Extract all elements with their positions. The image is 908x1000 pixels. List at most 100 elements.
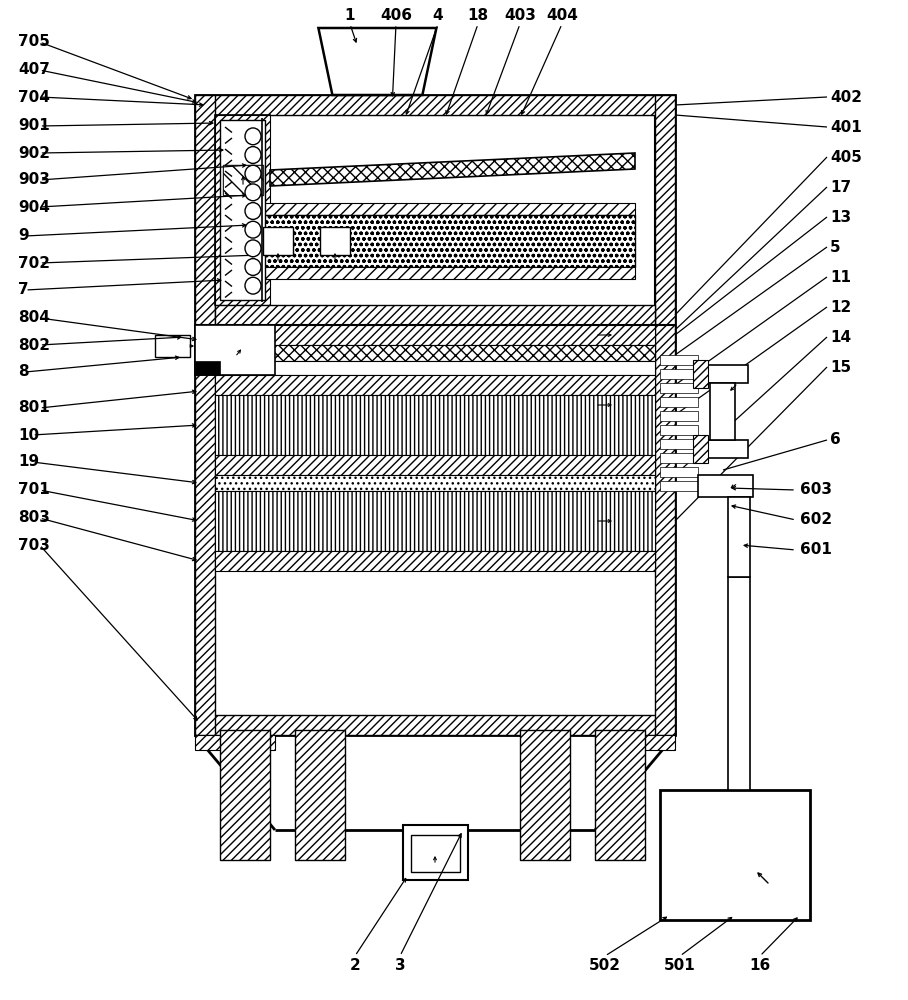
- Text: 704: 704: [18, 90, 50, 104]
- Bar: [728, 497, 750, 577]
- Ellipse shape: [245, 184, 261, 201]
- Bar: [220, 120, 265, 300]
- Text: 15: 15: [830, 360, 851, 374]
- Bar: [595, 730, 645, 860]
- Text: 6: 6: [830, 432, 841, 448]
- Text: 402: 402: [830, 90, 862, 104]
- Bar: [215, 115, 270, 305]
- Bar: [215, 395, 655, 455]
- Bar: [660, 369, 698, 379]
- Text: 502: 502: [589, 958, 621, 972]
- Text: 902: 902: [18, 145, 50, 160]
- Ellipse shape: [245, 259, 261, 275]
- Text: 407: 407: [18, 62, 50, 78]
- Text: 5: 5: [830, 239, 841, 254]
- Text: 501: 501: [664, 958, 696, 972]
- Text: 11: 11: [830, 269, 851, 284]
- Bar: [320, 227, 350, 255]
- Bar: [660, 453, 698, 463]
- Bar: [660, 467, 698, 477]
- Bar: [660, 425, 698, 435]
- Bar: [215, 115, 270, 305]
- Bar: [660, 383, 698, 393]
- Polygon shape: [319, 28, 437, 95]
- Bar: [223, 203, 635, 215]
- Text: 7: 7: [18, 282, 29, 298]
- Text: 405: 405: [830, 149, 862, 164]
- Bar: [155, 335, 190, 357]
- Bar: [195, 715, 675, 735]
- Bar: [215, 491, 655, 551]
- Bar: [411, 835, 460, 872]
- Text: 701: 701: [18, 483, 50, 497]
- Text: 16: 16: [749, 958, 771, 972]
- Ellipse shape: [245, 221, 261, 238]
- Bar: [698, 365, 748, 383]
- Bar: [693, 360, 708, 388]
- Ellipse shape: [245, 240, 261, 257]
- Text: 602: 602: [800, 512, 832, 528]
- Text: 904: 904: [18, 200, 50, 215]
- Text: 903: 903: [18, 172, 50, 188]
- Bar: [660, 355, 698, 365]
- Ellipse shape: [245, 203, 261, 219]
- Text: 17: 17: [830, 180, 851, 194]
- Bar: [215, 115, 655, 325]
- Bar: [698, 475, 753, 497]
- Text: 702: 702: [18, 255, 50, 270]
- Bar: [215, 305, 655, 325]
- Text: 703: 703: [18, 538, 50, 552]
- Text: 3: 3: [395, 958, 405, 972]
- Text: 1: 1: [345, 7, 355, 22]
- Ellipse shape: [245, 147, 261, 163]
- Bar: [195, 95, 675, 115]
- Bar: [660, 790, 810, 920]
- Text: 603: 603: [800, 483, 832, 497]
- Ellipse shape: [245, 128, 261, 145]
- Text: 10: 10: [18, 428, 39, 442]
- Bar: [728, 577, 750, 790]
- Text: 601: 601: [800, 542, 832, 558]
- Bar: [215, 325, 655, 345]
- Polygon shape: [270, 153, 635, 186]
- Bar: [660, 411, 698, 421]
- Text: 901: 901: [18, 118, 50, 133]
- Bar: [220, 730, 270, 860]
- Bar: [710, 383, 735, 440]
- Bar: [195, 325, 275, 375]
- Text: 8: 8: [18, 364, 29, 379]
- Bar: [693, 435, 708, 463]
- Text: 19: 19: [18, 454, 39, 470]
- Ellipse shape: [245, 277, 261, 294]
- Text: 4: 4: [433, 7, 443, 22]
- Bar: [215, 345, 655, 361]
- Text: 14: 14: [830, 330, 851, 344]
- Bar: [195, 95, 675, 735]
- Bar: [215, 375, 655, 395]
- Bar: [595, 735, 675, 750]
- Bar: [215, 475, 655, 491]
- Bar: [295, 730, 345, 860]
- Bar: [698, 440, 748, 458]
- Text: 12: 12: [830, 300, 852, 314]
- Bar: [195, 95, 215, 735]
- Bar: [223, 215, 635, 267]
- Text: 802: 802: [18, 338, 50, 353]
- Text: 9: 9: [18, 229, 29, 243]
- Bar: [195, 361, 220, 375]
- Ellipse shape: [245, 165, 261, 182]
- Text: 804: 804: [18, 310, 50, 326]
- Text: 401: 401: [830, 119, 862, 134]
- Bar: [215, 551, 655, 571]
- Bar: [215, 455, 655, 475]
- Bar: [223, 267, 635, 279]
- Bar: [263, 227, 293, 255]
- Bar: [520, 730, 570, 860]
- Text: 705: 705: [18, 34, 50, 49]
- Text: 13: 13: [830, 210, 851, 225]
- Text: 406: 406: [380, 7, 412, 22]
- Bar: [223, 165, 263, 195]
- Bar: [403, 825, 468, 880]
- Text: 18: 18: [468, 7, 489, 22]
- Bar: [223, 165, 263, 195]
